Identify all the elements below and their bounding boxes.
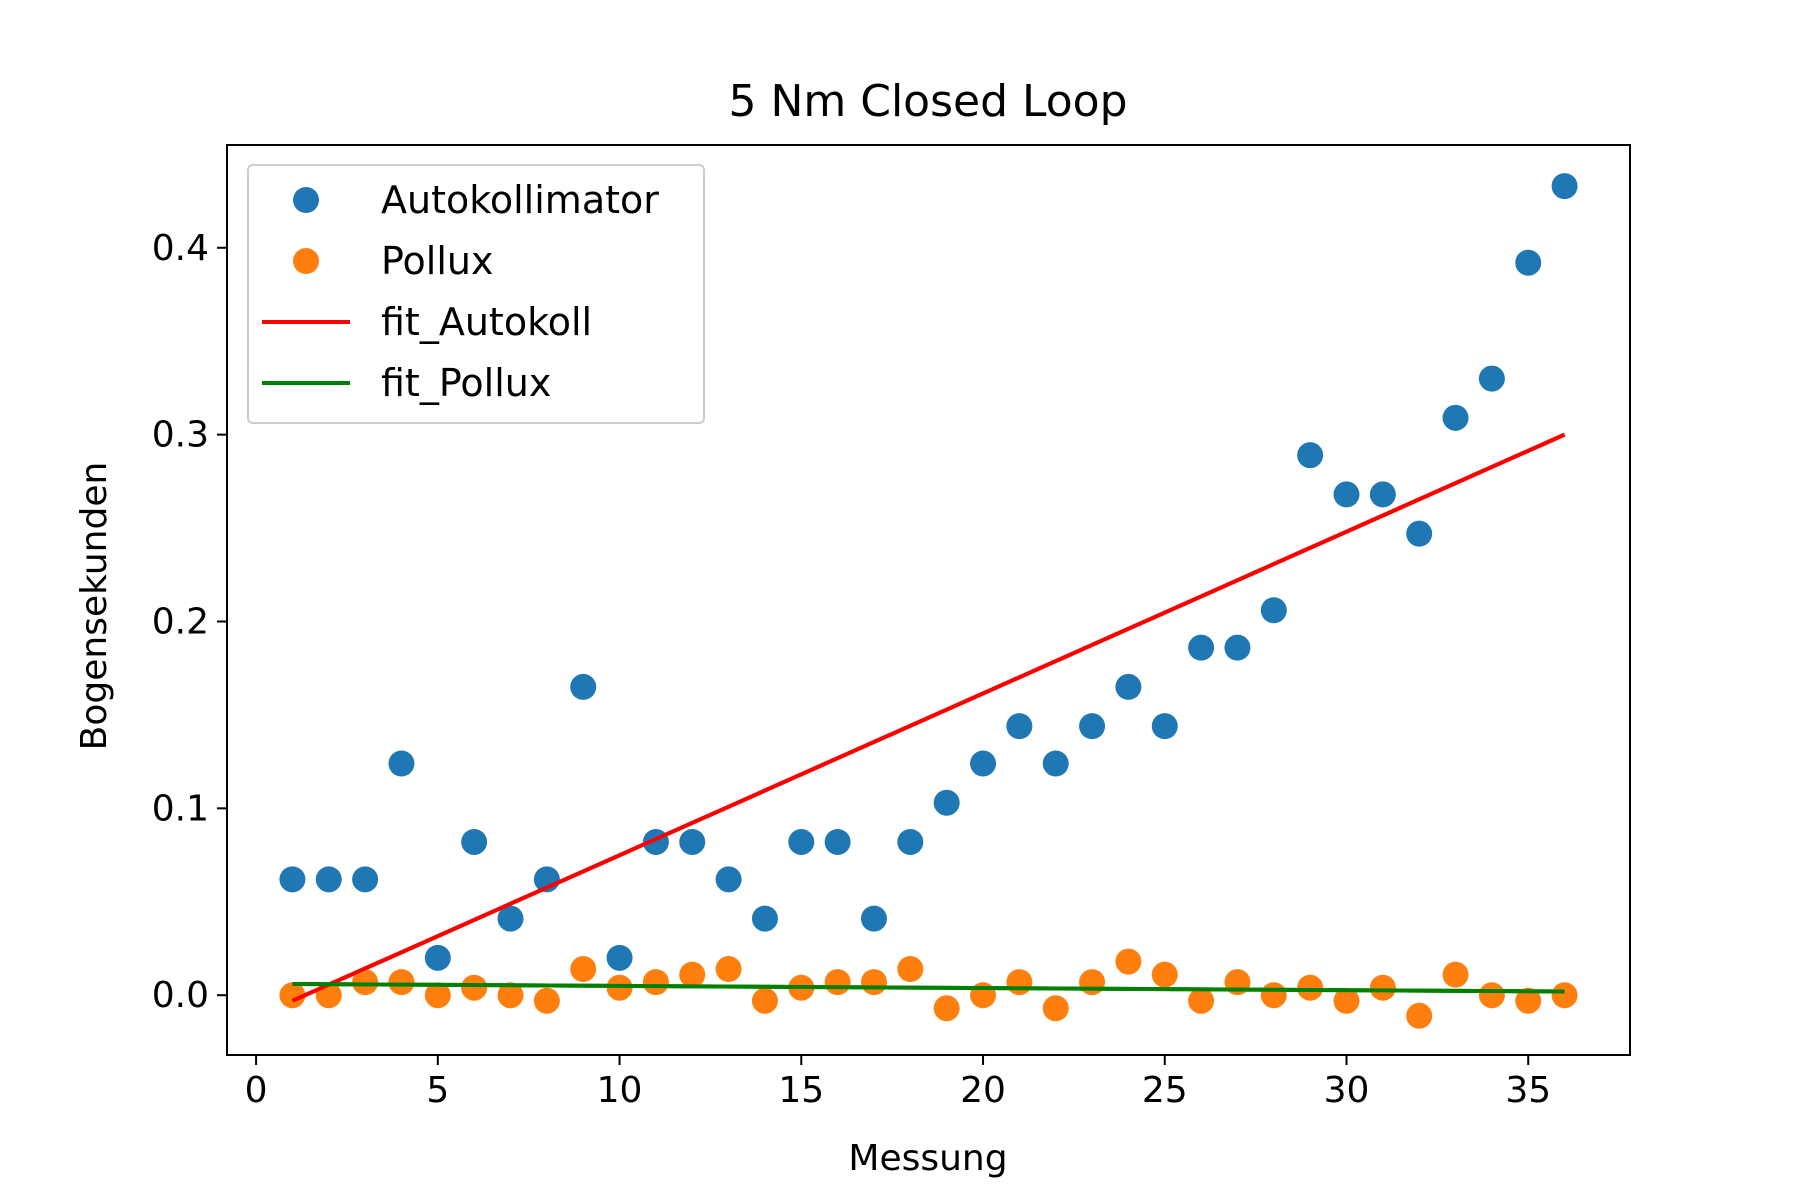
data-point-pollux — [279, 982, 306, 1009]
x-tick-label: 15 — [778, 1070, 824, 1111]
data-point-pollux — [1115, 948, 1142, 975]
data-point-autokollimator — [570, 673, 597, 700]
data-point-autokollimator — [424, 944, 451, 971]
data-point-autokollimator — [1551, 173, 1578, 200]
series-line-overlay-fit-pollux — [292, 981, 1565, 994]
data-point-autokollimator — [1224, 634, 1251, 661]
data-point-pollux — [1042, 995, 1069, 1022]
data-point-pollux — [1333, 987, 1360, 1014]
x-axis-label: Messung — [848, 1138, 1007, 1179]
data-point-pollux — [1260, 982, 1287, 1009]
data-point-autokollimator — [1297, 442, 1324, 469]
data-point-pollux — [751, 987, 778, 1014]
x-tick-label: 20 — [960, 1070, 1006, 1111]
data-point-autokollimator — [751, 905, 778, 932]
x-tick-label: 35 — [1505, 1070, 1551, 1111]
legend-label-pollux: Pollux — [381, 239, 494, 283]
y-tick-label: 0.2 — [152, 601, 209, 642]
data-point-pollux — [1478, 982, 1505, 1009]
data-point-pollux — [388, 969, 415, 996]
data-point-pollux — [533, 987, 560, 1014]
data-point-pollux — [1151, 961, 1178, 988]
y-tick-label: 0.4 — [152, 228, 209, 269]
data-point-pollux — [824, 969, 851, 996]
data-point-pollux — [1369, 974, 1396, 1001]
legend-label-autokollimator: Autokollimator — [381, 178, 659, 222]
data-point-pollux — [1442, 961, 1469, 988]
data-point-autokollimator — [279, 866, 306, 893]
x-tick-label: 30 — [1324, 1070, 1370, 1111]
x-tick-label: 25 — [1142, 1070, 1188, 1111]
data-point-pollux — [424, 982, 451, 1009]
data-point-autokollimator — [1515, 249, 1542, 276]
data-point-autokollimator — [1369, 481, 1396, 508]
plot-area: 0 5 10 15 20 25 30 35 0.0 0.1 0.2 0.3 0.4 — [152, 144, 1631, 1111]
data-point-pollux — [642, 969, 669, 996]
data-point-pollux — [461, 974, 488, 1001]
data-point-autokollimator — [461, 828, 488, 855]
data-point-pollux — [1006, 969, 1033, 996]
data-point-autokollimator — [1260, 597, 1287, 624]
data-point-pollux — [679, 961, 706, 988]
data-point-pollux — [352, 969, 379, 996]
axes-frame — [226, 144, 1631, 1056]
data-point-pollux — [1515, 987, 1542, 1014]
data-point-autokollimator — [1079, 713, 1106, 740]
legend: Autokollimator Pollux fit_Autokoll fit_Poll… — [247, 164, 705, 424]
series-line-overlay-fit-autokoll — [291, 432, 1566, 1003]
data-point-autokollimator — [606, 944, 633, 971]
data-point-autokollimator — [715, 866, 742, 893]
data-point-pollux — [570, 956, 597, 983]
data-point-autokollimator — [1478, 365, 1505, 392]
data-point-autokollimator — [315, 866, 342, 893]
x-tick-label: 10 — [597, 1070, 643, 1111]
x-tick-label: 0 — [245, 1070, 268, 1111]
data-marks — [279, 173, 1578, 1029]
y-tick-label: 0.3 — [152, 415, 209, 456]
data-point-autokollimator — [824, 828, 851, 855]
y-tick-label: 0.1 — [152, 788, 209, 829]
data-point-autokollimator — [1151, 713, 1178, 740]
data-point-autokollimator — [388, 750, 415, 777]
data-point-autokollimator — [788, 828, 815, 855]
data-point-autokollimator — [1115, 673, 1142, 700]
data-point-pollux — [1079, 969, 1106, 996]
data-point-pollux — [897, 956, 924, 983]
data-point-autokollimator — [860, 905, 887, 932]
data-point-autokollimator — [1333, 481, 1360, 508]
y-tick-label: 0.0 — [152, 975, 209, 1016]
y-axis-label: Bogensekunden — [74, 462, 115, 751]
data-point-autokollimator — [970, 750, 997, 777]
data-point-autokollimator — [897, 828, 924, 855]
data-point-pollux — [1188, 987, 1215, 1014]
legend-marker-pollux — [293, 248, 319, 274]
data-point-autokollimator — [1042, 750, 1069, 777]
data-point-pollux — [1406, 1002, 1433, 1029]
data-point-autokollimator — [933, 789, 960, 816]
data-point-pollux — [1551, 982, 1578, 1009]
data-point-autokollimator — [352, 866, 379, 893]
data-point-autokollimator — [1006, 713, 1033, 740]
legend-label-fit-autokoll: fit_Autokoll — [381, 300, 592, 344]
data-point-pollux — [1297, 974, 1324, 1001]
chart-title: 5 Nm Closed Loop — [728, 76, 1127, 127]
data-point-autokollimator — [1442, 404, 1469, 431]
data-point-pollux — [933, 995, 960, 1022]
data-point-autokollimator — [1188, 634, 1215, 661]
legend-label-fit-pollux: fit_Pollux — [381, 361, 551, 405]
data-point-pollux — [715, 956, 742, 983]
legend-marker-autokollimator — [293, 187, 319, 213]
data-point-autokollimator — [679, 828, 706, 855]
legend-box — [247, 164, 705, 424]
data-point-autokollimator — [1406, 520, 1433, 547]
data-point-pollux — [497, 982, 524, 1009]
data-point-pollux — [860, 969, 887, 996]
data-point-autokollimator — [497, 905, 524, 932]
x-tick-label: 5 — [426, 1070, 449, 1111]
